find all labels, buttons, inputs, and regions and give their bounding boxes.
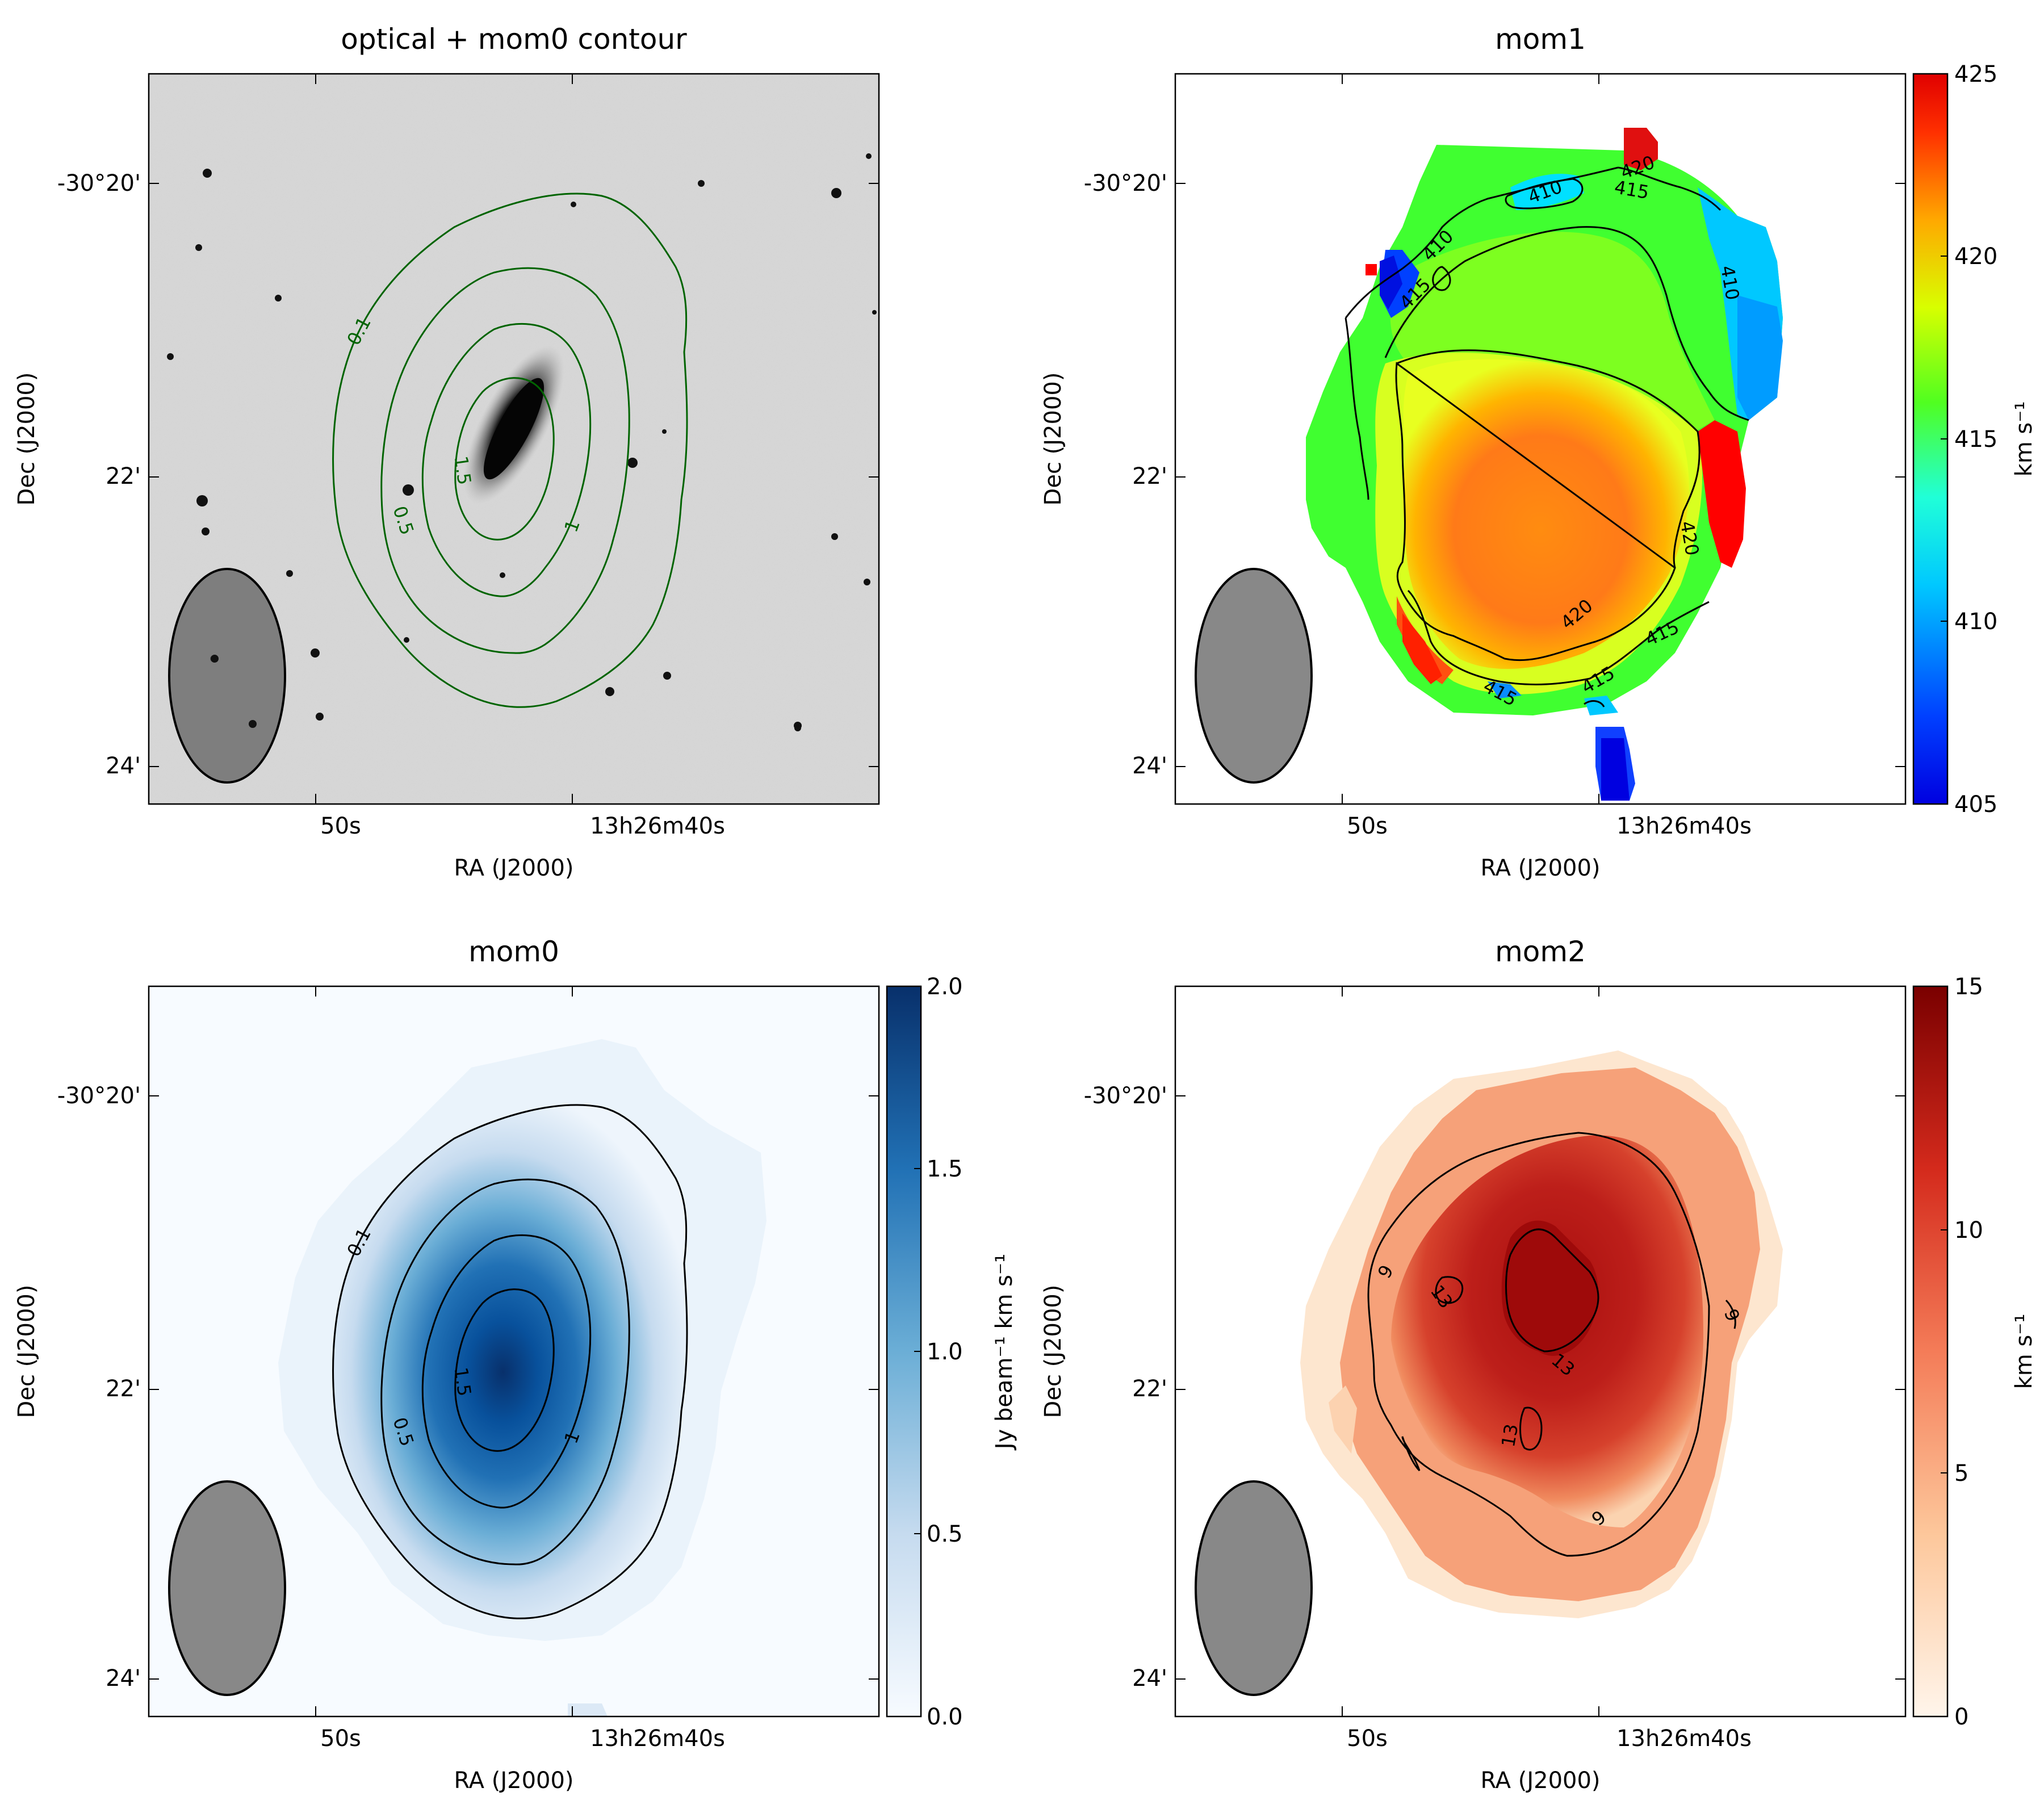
beam-ellipse (168, 1480, 286, 1696)
mom0-map: 0.1 0.5 1 1.5 (149, 986, 879, 1716)
contour-label: 1.5 (450, 455, 476, 487)
x-tick-label: 13h26m40s (1616, 813, 1752, 839)
y-tick-label: 22' (106, 1376, 141, 1402)
y-tick-label: 24' (1132, 753, 1167, 779)
axis-ticks (1175, 986, 1905, 1716)
y-tick-label: -30°20' (57, 1083, 141, 1109)
colorbar-tick-label: 5 (1954, 1460, 1968, 1487)
y-axis-label: Dec (J2000) (14, 1285, 40, 1418)
y-tick-label: 24' (106, 1665, 141, 1692)
colorbar-tick-label: 10 (1954, 1217, 1983, 1244)
panel-mom0: mom0 0.1 0.5 1 1.5 (14, 935, 1017, 1794)
contour-label: 13 (1497, 1422, 1522, 1449)
mom2-map: 9 9 9 13 13 13 (1195, 1050, 1783, 1696)
colorbar-label: km s⁻¹ (2011, 1314, 2037, 1389)
panel-mom2: mom2 9 9 9 13 13 13 (1040, 935, 2037, 1794)
plot-frame (148, 73, 880, 805)
colorbar-tick-label: 0.5 (927, 1521, 963, 1547)
colorbar-tick-label: 420 (1954, 244, 1997, 270)
x-tick-label: 50s (320, 1726, 361, 1752)
y-axis-label: Dec (J2000) (14, 372, 40, 506)
contour-label: 1.5 (450, 1366, 476, 1398)
mom2-contours (1367, 1132, 1736, 1557)
y-tick-label: -30°20' (1084, 1083, 1167, 1109)
y-axis-label: Dec (J2000) (1040, 1285, 1066, 1418)
x-axis-label: RA (J2000) (454, 855, 573, 881)
plot-frame (1174, 73, 1907, 805)
colorbar-tick-label: 15 (1954, 974, 1983, 1000)
panel-title: mom2 (1495, 935, 1586, 968)
colorbar-label: km s⁻¹ (2011, 401, 2037, 477)
x-tick-label: 13h26m40s (1616, 1726, 1752, 1752)
y-tick-label: 24' (1132, 1665, 1167, 1692)
panel-title: mom1 (1495, 23, 1586, 56)
panel-mom1: mom1 (1040, 23, 2037, 881)
panel-optical-mom0: optical + mom0 contour (14, 23, 880, 881)
panel-title: optical + mom0 contour (341, 23, 687, 56)
plot-frame (148, 985, 880, 1718)
beam-ellipse (1195, 568, 1313, 784)
x-axis-label: RA (J2000) (1480, 1768, 1600, 1794)
colorbar-tick-label: 415 (1954, 426, 1997, 453)
colorbar-tick-label: 1.5 (927, 1156, 963, 1182)
x-axis-label: RA (J2000) (454, 1768, 573, 1794)
colorbar-tick-label: 0 (1954, 1704, 1968, 1730)
y-tick-label: 22' (1132, 1376, 1167, 1402)
colorbar-ticks (1941, 986, 1947, 1717)
colorbar-ticks (1941, 73, 1947, 805)
x-tick-label: 50s (1347, 1726, 1388, 1752)
y-tick-label: -30°20' (57, 170, 141, 196)
colorbar-ticks (914, 986, 921, 1717)
panel-title: mom0 (468, 935, 559, 968)
mom0-contours (332, 1104, 688, 1619)
colorbar (1912, 985, 1949, 1718)
colorbar-tick-label: 425 (1954, 61, 1997, 87)
colorbar-tick-label: 410 (1954, 609, 1997, 635)
y-tick-label: -30°20' (1084, 170, 1167, 196)
mom1-contours (1344, 166, 1749, 707)
beam-ellipse (168, 568, 286, 784)
axis-ticks (1175, 74, 1905, 804)
y-tick-label: 22' (106, 463, 141, 489)
x-tick-label: 50s (320, 813, 361, 839)
colorbar-tick-label: 0.0 (927, 1704, 963, 1730)
x-tick-label: 13h26m40s (590, 813, 725, 839)
y-tick-label: 22' (1132, 463, 1167, 489)
mom1-map: 410 410 410 415 415 415 415 415 420 420 … (1195, 128, 1783, 801)
y-tick-label: 24' (106, 753, 141, 779)
mom0-contours-green (332, 192, 688, 708)
beam-ellipse (1195, 1480, 1313, 1696)
x-axis-label: RA (J2000) (1480, 855, 1600, 881)
plot-frame (1174, 985, 1907, 1718)
y-axis-label: Dec (J2000) (1040, 372, 1066, 506)
x-tick-label: 13h26m40s (590, 1726, 725, 1752)
axis-ticks (149, 74, 879, 804)
colorbar-tick-label: 2.0 (927, 974, 963, 1000)
colorbar-label: Jy beam⁻¹ km s⁻¹ (991, 1254, 1017, 1451)
axis-ticks (149, 986, 879, 1716)
colorbar-tick-label: 405 (1954, 792, 1997, 818)
x-tick-label: 50s (1347, 813, 1388, 839)
colorbar-tick-label: 1.0 (927, 1339, 963, 1365)
